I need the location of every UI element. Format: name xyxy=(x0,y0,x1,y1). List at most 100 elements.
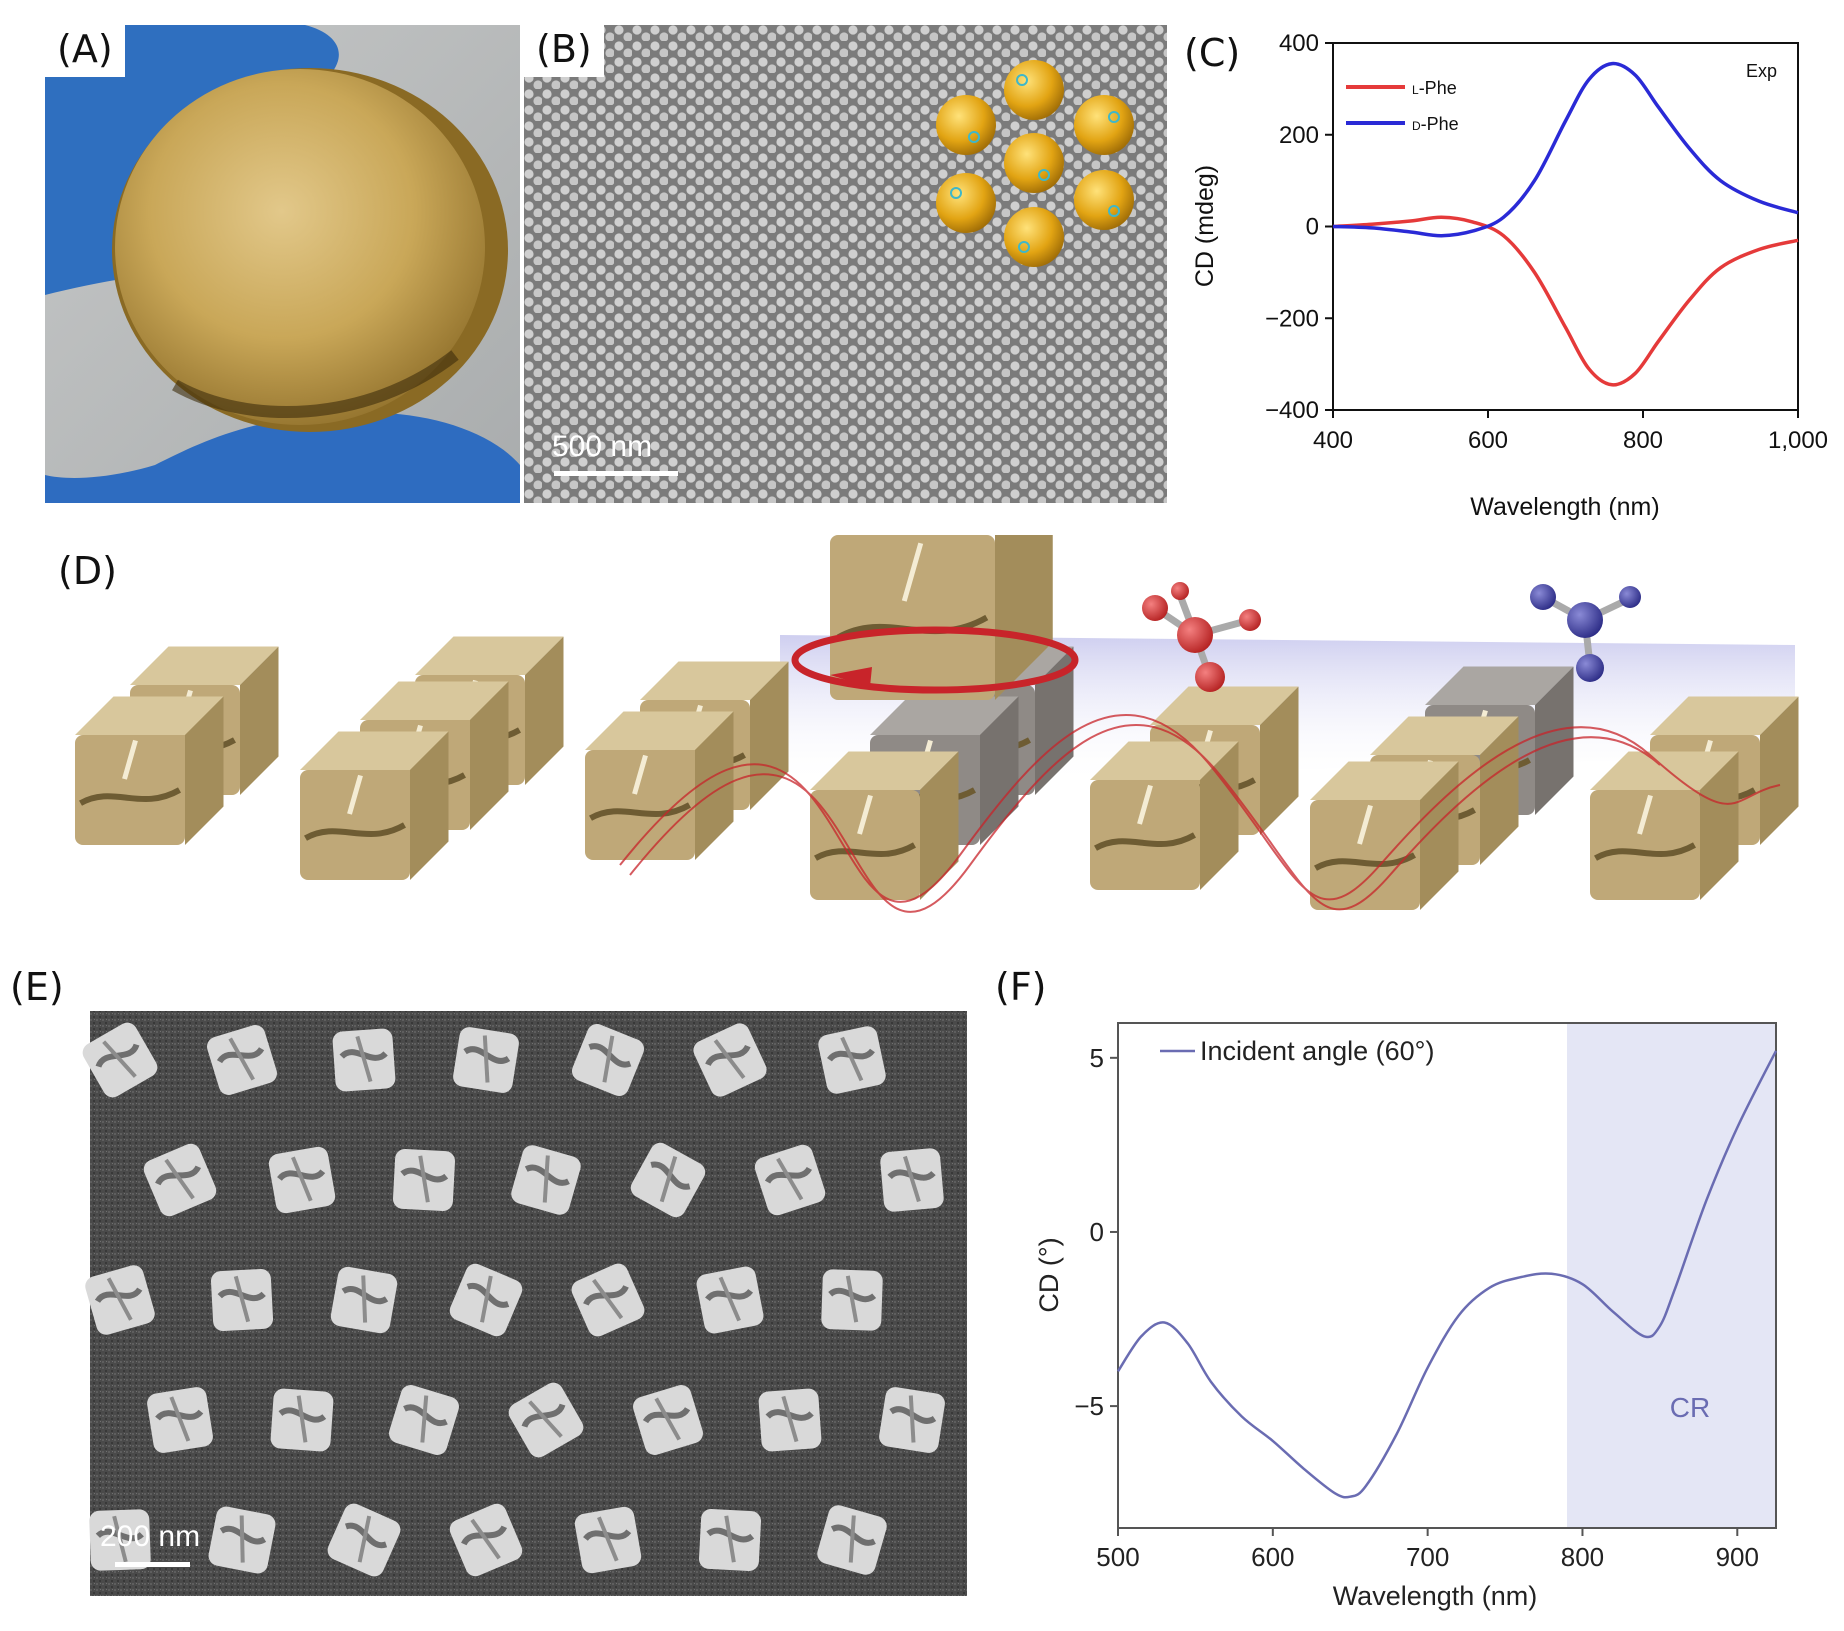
sem-particle xyxy=(758,1388,822,1452)
exp-annotation: Exp xyxy=(1746,61,1777,81)
sem-particle xyxy=(389,1385,459,1455)
nanocube xyxy=(1590,751,1739,900)
nanocube xyxy=(75,696,224,845)
sem-particle xyxy=(821,1269,883,1331)
legend-label-d-phe: D-Phe xyxy=(1412,114,1459,134)
nanoparticle-sem-image xyxy=(524,25,1167,503)
x-axis-label: Wavelength (nm) xyxy=(1470,493,1659,521)
x-tick-label: 1,000 xyxy=(1768,427,1828,454)
panel-b-sem: (B) 500 nm xyxy=(524,25,1167,503)
x-tick-label: 900 xyxy=(1716,1542,1759,1572)
chiral-nanocube-schematic xyxy=(75,477,1799,913)
panel-a-photo: (A) xyxy=(45,25,520,503)
sem-particle xyxy=(880,1148,944,1212)
panel-d-label: (D) xyxy=(58,549,117,593)
sem-particle xyxy=(693,1023,767,1097)
sem-particle xyxy=(630,1142,706,1218)
panel-c-label: (C) xyxy=(1184,31,1241,75)
y-axis-label: CD (°) xyxy=(1034,1237,1064,1312)
scale-bar-label: 200 nm xyxy=(100,1520,201,1553)
x-tick-label: 800 xyxy=(1623,427,1663,454)
legend: L-Phe D-Phe xyxy=(1346,78,1459,134)
y-tick-label: −400 xyxy=(1265,397,1319,424)
sem-particle xyxy=(85,1265,155,1335)
sem-particle xyxy=(327,1503,401,1577)
y-tick-label: 400 xyxy=(1279,30,1319,57)
sem-particle xyxy=(511,1145,581,1215)
x-axis-label: Wavelength (nm) xyxy=(1333,1581,1538,1611)
x-tick-label: 700 xyxy=(1406,1542,1449,1572)
panel-d-schematic: (D) xyxy=(0,477,1844,1010)
cr-shaded-region xyxy=(1566,1023,1776,1528)
cd-spectrum-chart-f: 500 600 700 800 900 5 0 −5 CR Incident angle (6… xyxy=(1034,1022,1778,1611)
sem-particle xyxy=(817,1505,887,1575)
sem-particle xyxy=(508,1382,584,1458)
panel-e-sem: (E) 200 nm xyxy=(0,965,980,1626)
sem-particle xyxy=(208,1506,276,1574)
legend-label-l-phe: L-Phe xyxy=(1412,78,1457,98)
x-tick-label: 600 xyxy=(1468,427,1508,454)
nanocube xyxy=(300,731,449,880)
scale-bar xyxy=(554,471,678,476)
y-tick-label: 200 xyxy=(1279,122,1319,149)
light-wave xyxy=(619,714,1781,913)
sem-particle xyxy=(571,1263,645,1337)
sem-particle xyxy=(818,1026,886,1094)
y-tick-label: −5 xyxy=(1074,1391,1104,1421)
sem-particle xyxy=(143,1143,217,1217)
plot-frame xyxy=(1332,42,1799,411)
sem-particle xyxy=(698,1508,762,1572)
panel-f-chart: (F) 500 600 700 800 900 5 0 −5 CR Incident angl… xyxy=(985,965,1844,1626)
sem-particle xyxy=(696,1266,764,1334)
panel-f-label: (F) xyxy=(995,965,1047,1009)
scale-bar-label: 500 nm xyxy=(552,430,653,463)
sem-particle xyxy=(449,1503,523,1577)
cd-spectrum-chart-c: 400 600 800 1,000 −400 −200 0 200 400 Wavelength… xyxy=(1191,30,1828,521)
panel-b-label: (B) xyxy=(524,25,604,77)
sem-particle xyxy=(449,1263,523,1337)
rotation-arrow xyxy=(791,626,1079,694)
hexagonal-particle-schematic xyxy=(936,60,1134,267)
plot-frame xyxy=(1117,1022,1777,1529)
sem-particle xyxy=(82,1022,158,1098)
red-molecule-icon xyxy=(1142,582,1261,692)
sem-particle xyxy=(392,1148,456,1212)
y-tick-label: 0 xyxy=(1306,214,1319,241)
series-line xyxy=(1116,1050,1778,1499)
x-tick-label: 800 xyxy=(1561,1542,1604,1572)
legend: Incident angle (60°) xyxy=(1160,1036,1434,1066)
blue-molecule-icon xyxy=(1530,584,1641,682)
sem-particle xyxy=(207,1025,277,1095)
sem-particle xyxy=(633,1385,703,1455)
panel-a-label: (A) xyxy=(45,25,125,77)
series-line-d-phe xyxy=(1332,61,1799,238)
chiral-particle-sem-image xyxy=(82,1011,967,1596)
y-tick-label: −200 xyxy=(1265,305,1319,332)
y-tick-label: 5 xyxy=(1090,1043,1104,1073)
glove-bottom xyxy=(45,412,520,503)
sem-particle xyxy=(332,1028,396,1092)
nanocube xyxy=(585,711,734,860)
panel-c-chart: (C) 400 600 800 1,000 −400 −200 0 200 400 Wavele… xyxy=(1168,25,1844,535)
x-tick-label: 400 xyxy=(1313,427,1353,454)
sem-particle xyxy=(754,1144,826,1216)
x-tick-label: 600 xyxy=(1251,1542,1294,1572)
sem-particle xyxy=(210,1268,274,1332)
sem-particle xyxy=(574,1506,642,1574)
sem-particle xyxy=(571,1023,645,1097)
y-axis-label: CD (mdeg) xyxy=(1191,165,1219,287)
scale-bar xyxy=(115,1562,190,1567)
sem-particle xyxy=(453,1027,519,1093)
sem-particle xyxy=(147,1387,213,1453)
sem-particle xyxy=(879,1387,945,1453)
sem-particle xyxy=(270,1388,334,1452)
panel-e-label: (E) xyxy=(10,965,64,1009)
sem-particle xyxy=(268,1146,336,1214)
nanocube xyxy=(1310,761,1459,910)
cr-label: CR xyxy=(1670,1392,1710,1423)
legend-label: Incident angle (60°) xyxy=(1200,1036,1434,1066)
gold-disc-photo xyxy=(45,25,520,503)
x-tick-label: 500 xyxy=(1096,1542,1139,1572)
nanocube xyxy=(810,751,959,900)
series-line-l-phe xyxy=(1332,215,1799,387)
